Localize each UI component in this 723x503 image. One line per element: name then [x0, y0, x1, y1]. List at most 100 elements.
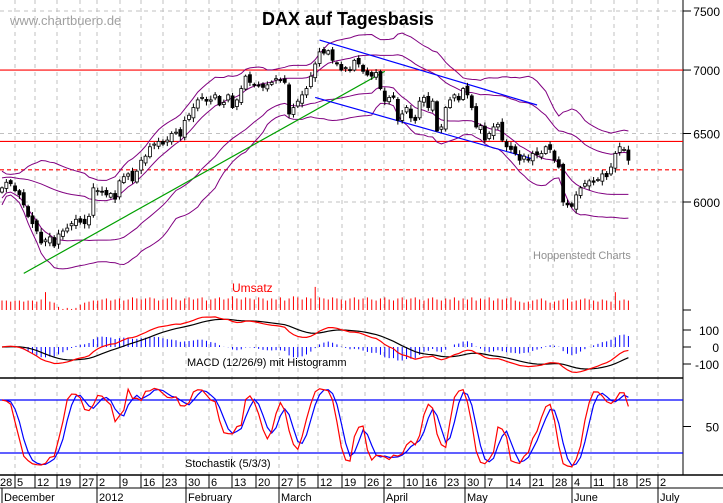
candle-body	[308, 75, 313, 88]
macd-signal-line	[1, 318, 629, 370]
candle-body	[417, 100, 422, 119]
y-tick-label: 7500	[693, 5, 720, 19]
trend-line	[319, 39, 538, 106]
candle-body	[152, 143, 157, 146]
candle-body	[191, 107, 196, 119]
candle-body	[422, 96, 426, 103]
x-tick-label: 16	[425, 477, 437, 489]
x-tick-label: 28	[0, 477, 12, 489]
candle-body	[21, 192, 26, 206]
candle-body	[469, 95, 474, 108]
candle-body	[361, 65, 365, 72]
trend-line	[23, 70, 386, 274]
candle-body	[274, 78, 278, 81]
candle-body	[156, 141, 161, 147]
candle-body	[530, 153, 535, 162]
trend-line	[315, 96, 533, 160]
candle-body	[395, 99, 400, 121]
x-tick-label: 16	[143, 477, 155, 489]
candle-body	[604, 172, 609, 178]
x-tick-label: 2	[386, 477, 392, 489]
candle-body	[413, 116, 418, 121]
x-tick-label: 25	[639, 477, 651, 489]
candle-body	[252, 83, 257, 86]
candle-body	[65, 227, 70, 232]
candle-body	[552, 150, 557, 161]
candle-body	[195, 99, 200, 109]
bollinger-band-outer	[1, 102, 629, 270]
month-label: 2012	[99, 492, 123, 503]
macd-line	[1, 316, 629, 374]
candle-body	[500, 121, 505, 141]
candle-body	[448, 99, 452, 108]
candle-body	[126, 173, 131, 177]
month-label: July	[660, 492, 680, 503]
candle-body	[504, 141, 509, 148]
candle-body	[243, 75, 248, 90]
candle-body	[200, 96, 205, 99]
candle-body	[408, 108, 413, 119]
candle-body	[204, 99, 209, 102]
bollinger-band-inner	[1, 86, 629, 242]
x-tick-label: 14	[509, 477, 521, 489]
candle-body	[426, 95, 431, 108]
candle-body	[0, 187, 4, 193]
candle-body	[613, 153, 618, 169]
candle-body	[34, 220, 39, 232]
candle-body	[513, 146, 518, 154]
candle-body	[82, 218, 87, 225]
x-tick-label: 19	[344, 477, 356, 489]
candle-body	[365, 70, 370, 76]
month-label: April	[386, 492, 408, 503]
y-tick-label: 6000	[693, 196, 720, 210]
candle-body	[187, 114, 191, 120]
candle-body	[217, 95, 222, 106]
candle-body	[230, 95, 235, 108]
candle-body	[400, 113, 405, 121]
candle-body	[300, 94, 305, 104]
candle-body	[561, 163, 566, 203]
x-tick-label: 10	[406, 477, 418, 489]
candle-body	[548, 144, 552, 150]
x-tick-label: 9	[122, 477, 128, 489]
candle-body	[226, 94, 231, 101]
candle-body	[600, 173, 605, 182]
candle-body	[113, 193, 117, 200]
candle-body	[435, 101, 439, 132]
candle-body	[165, 139, 170, 143]
candle-body	[4, 181, 9, 189]
candle-body	[182, 120, 187, 138]
month-label: December	[4, 492, 55, 503]
x-tick-label: 11	[593, 477, 604, 489]
candle-body	[134, 170, 139, 183]
candle-body	[348, 69, 352, 71]
candle-body	[478, 125, 483, 130]
candle-body	[569, 203, 574, 207]
x-tick-label: 30	[188, 477, 200, 489]
candle-body	[404, 107, 409, 113]
candle-body	[17, 190, 22, 196]
x-tick-label: 2	[99, 477, 105, 489]
candle-body	[178, 129, 183, 137]
candle-body	[169, 133, 174, 143]
candle-body	[369, 72, 374, 77]
x-tick-label: 19	[59, 477, 71, 489]
candle-body	[343, 67, 348, 70]
candle-body	[313, 63, 318, 79]
candle-body	[578, 187, 583, 196]
candle-body	[221, 102, 226, 105]
candle-body	[539, 153, 544, 158]
candle-body	[456, 95, 461, 101]
x-tick-label: 4	[574, 477, 580, 489]
x-tick-label: 23	[165, 477, 177, 489]
stochastic-d-line	[1, 388, 629, 467]
stochastic-label: Stochastik (5/3/3)	[185, 458, 271, 470]
candle-body	[108, 193, 113, 198]
candle-body	[248, 74, 252, 83]
volume-label: Umsatz	[232, 281, 273, 295]
candle-body	[556, 159, 561, 168]
x-tick-label: 12	[37, 477, 49, 489]
x-tick-label: 5	[300, 477, 306, 489]
candle-body	[391, 95, 396, 98]
